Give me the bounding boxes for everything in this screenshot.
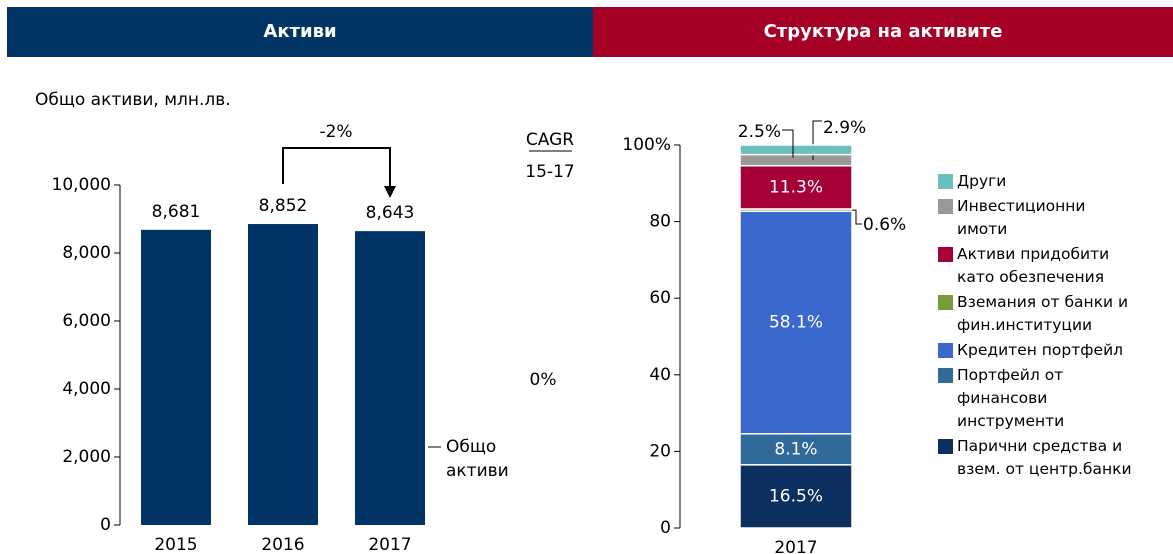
legend-label: Инвестиционни имоти xyxy=(957,197,1086,238)
y-tick-label: 60 xyxy=(649,288,671,308)
value-label: 58.1% xyxy=(769,313,823,333)
leader xyxy=(782,129,794,158)
y-tick-label: 4,000 xyxy=(62,379,111,399)
y-tick-label: 80 xyxy=(649,212,671,232)
y-tick-label: 10,000 xyxy=(52,175,111,195)
y-tick-label: 100% xyxy=(622,135,671,155)
legend-label: Други xyxy=(957,172,1007,190)
x-tick-label: 2016 xyxy=(261,535,304,554)
legend-swatch xyxy=(938,343,953,358)
bar xyxy=(355,231,425,525)
value-label: 16.5% xyxy=(769,486,823,506)
bar xyxy=(141,229,211,525)
legend-swatch xyxy=(938,174,953,189)
chart-title: Общо активи, млн.лв. xyxy=(35,90,231,110)
legend-item: Други xyxy=(938,170,1138,193)
series-label: Общо активи xyxy=(446,437,509,481)
value-label: 2.9% xyxy=(823,118,866,138)
legend-item: Кредитен портфейл xyxy=(938,339,1138,362)
bar-segment xyxy=(739,164,853,210)
value-label: 2.5% xyxy=(738,122,781,142)
legend-item: Портфейл от финансови инструменти xyxy=(938,364,1138,433)
legend-swatch xyxy=(938,247,953,262)
legend-label: Вземания от банки и фин.институции xyxy=(957,293,1129,334)
legend-swatch xyxy=(938,368,953,383)
y-tick-label: 6,000 xyxy=(62,311,111,331)
bar-segment xyxy=(739,464,853,529)
legend-label: Портфейл от финансови инструменти xyxy=(957,366,1065,430)
legend-label: Кредитен портфейл xyxy=(957,341,1124,359)
bar-segment xyxy=(739,210,853,435)
legend-swatch xyxy=(938,295,953,310)
y-tick-label: 0 xyxy=(660,518,671,538)
value-label: 8,852 xyxy=(259,196,308,216)
leader xyxy=(852,209,862,225)
y-tick-label: 2,000 xyxy=(62,447,111,467)
legend-swatch xyxy=(938,199,953,214)
y-tick-label: 0 xyxy=(100,515,111,535)
legend-label: Активи придобити като обезпечения xyxy=(957,245,1110,286)
header-right-bg xyxy=(593,7,1173,57)
annotation: -2% xyxy=(319,122,352,142)
legend-swatch xyxy=(938,439,953,454)
header-right: Структура на активите xyxy=(764,21,1003,42)
value-label: 8,643 xyxy=(366,203,415,223)
x-tick-label: 2017 xyxy=(368,535,411,554)
value-label: 0.6% xyxy=(863,215,906,235)
x-tick-label: 2017 xyxy=(774,538,817,554)
header-left-bg xyxy=(7,7,593,57)
x-tick-label: 2015 xyxy=(154,535,197,554)
header-left: Активи xyxy=(263,21,336,42)
annotation: 15-17 xyxy=(525,162,574,182)
y-tick-label: 40 xyxy=(649,365,671,385)
annotation: CAGR xyxy=(526,130,574,150)
bar-segment xyxy=(739,153,853,167)
bar-segment xyxy=(739,144,853,156)
annotation: 0% xyxy=(530,370,557,390)
arrow-head xyxy=(384,186,396,198)
value-label: 8.1% xyxy=(774,439,817,459)
y-tick-label: 20 xyxy=(649,441,671,461)
legend-item: Инвестиционни имоти xyxy=(938,195,1138,241)
y-tick-label: 8,000 xyxy=(62,243,111,263)
value-label: 11.3% xyxy=(769,177,823,197)
bar xyxy=(248,224,318,526)
legend: Други Инвестиционни имоти Активи придобити… xyxy=(938,170,1138,483)
value-label: 8,681 xyxy=(152,202,201,222)
legend-item: Активи придобити като обезпечения xyxy=(938,243,1138,289)
change-arrow xyxy=(282,147,391,188)
legend-label: Парични средства и взем. от центр.банки xyxy=(957,437,1132,478)
legend-item: Парични средства и взем. от центр.банки xyxy=(938,435,1138,481)
legend-item: Вземания от банки и фин.институции xyxy=(938,291,1138,337)
